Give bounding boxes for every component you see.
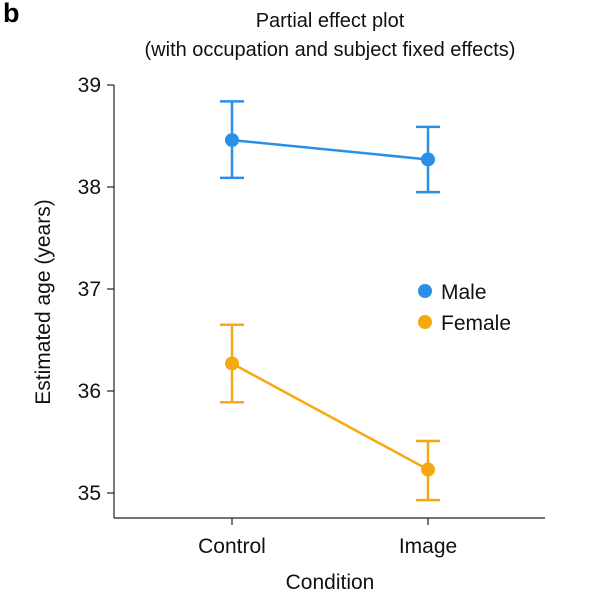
series-layer [220,100,440,502]
series-line [231,362,429,471]
legend-marker-male [418,284,432,298]
chart-title: Partial effect plot [256,10,405,32]
data-point [421,152,435,167]
panel-letter: b [3,0,20,28]
legend-marker-female [418,315,432,329]
data-point [421,462,435,477]
chart-subtitle: (with occupation and subject fixed effec… [145,39,516,61]
legend: Male Female [418,281,511,335]
x-tick-label: Control [198,535,266,558]
x-axis-label: Condition [286,571,375,594]
y-tick-label: 38 [78,176,101,199]
legend-label-male: Male [441,281,487,304]
y-axis-label: Estimated age (years) [32,199,55,404]
y-tick-label: 35 [78,482,101,505]
series-female [220,323,440,502]
y-tick-label: 39 [78,74,101,97]
y-tick-label: 36 [78,380,101,403]
legend-label-female: Female [441,312,511,335]
x-ticks: Control Image [198,518,457,558]
y-ticks: 35 36 37 38 39 [78,74,114,505]
data-point [225,356,239,371]
y-tick-label: 37 [78,278,101,301]
data-point [225,133,239,148]
series-male [220,100,440,194]
x-tick-label: Image [399,535,457,558]
series-line [231,138,429,161]
